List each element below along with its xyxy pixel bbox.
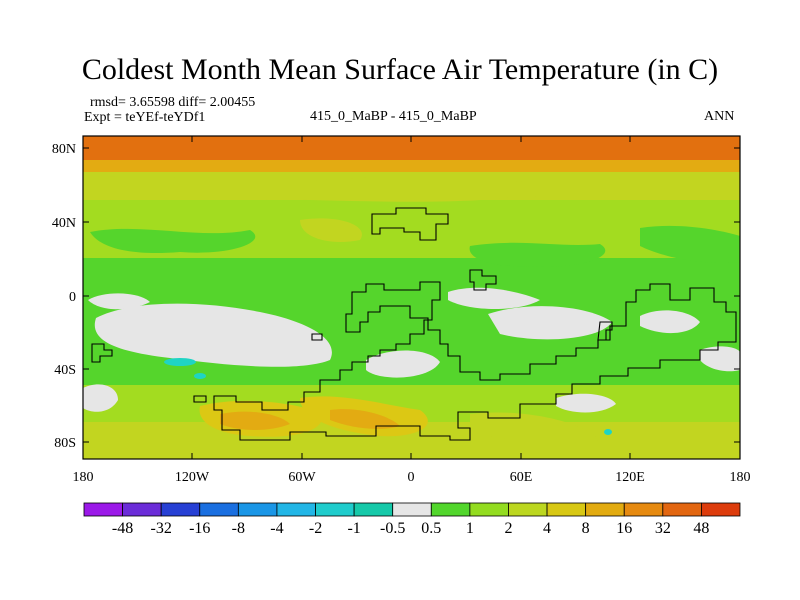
lon-labels: 180 120W 60W 0 60E 120E 180 — [73, 470, 751, 485]
colorbar-box-2 — [160, 502, 201, 517]
colorbar-box-5 — [276, 502, 316, 517]
colorbar-label-6: -1 — [347, 520, 360, 537]
coastline-main-continent — [213, 281, 737, 441]
colorbar-label-10: 2 — [504, 520, 512, 537]
experiment-line: Expt = teYEf-teYDf1 — [84, 110, 206, 125]
coastline-south-strip — [193, 395, 207, 403]
near-zero-atlantic — [448, 287, 540, 309]
coastline-north-continent — [371, 207, 449, 241]
colorbar-box-0 — [83, 502, 123, 517]
colorbar-label-2: -16 — [189, 520, 210, 537]
colorbar-box-16 — [701, 502, 741, 517]
colorbar-label-11: 4 — [543, 520, 551, 537]
colorbar-box-13 — [585, 502, 625, 517]
colorbar-box-6 — [315, 502, 355, 517]
lon-label-180-west: 180 — [73, 470, 94, 485]
colorbar-label-13: 16 — [616, 520, 632, 537]
warm-patch-south-4 — [330, 409, 400, 429]
season-label: ANN — [704, 109, 735, 124]
patch-north-green-2 — [469, 242, 606, 267]
colorbar-box-11 — [508, 502, 548, 517]
near-zero-south-west — [83, 384, 118, 412]
warm-patch-southeast — [470, 412, 600, 443]
coastline-east-fragment — [597, 321, 613, 341]
colorbar-label-9: 1 — [466, 520, 474, 537]
patch-north-yellow — [83, 176, 740, 202]
cyan-patch-2 — [194, 373, 206, 379]
period-label: 415_0_MaBP - 415_0_MaBP — [310, 109, 477, 124]
colorbar-label-14: 32 — [655, 520, 671, 537]
patch-north-green-3 — [640, 225, 740, 263]
near-zero-pacific-2 — [88, 293, 150, 310]
temperature-field — [83, 136, 740, 459]
lat-label-40n: 40N — [52, 216, 76, 231]
lat-tick-marks — [83, 147, 740, 443]
near-zero-west-pacific — [640, 310, 700, 334]
lat-labels: 80N 40N 0 40S 80S — [52, 142, 76, 451]
cyan-patch-1 — [164, 358, 196, 366]
coastlines — [91, 207, 737, 441]
colorbar-box-4 — [237, 502, 278, 517]
colorbar-label-3: -8 — [232, 520, 245, 537]
lon-label-180-east: 180 — [730, 470, 751, 485]
lon-label-60e: 60E — [510, 470, 533, 485]
colorbar-box-15 — [662, 502, 702, 517]
colorbar-label-7: -0.5 — [380, 520, 405, 537]
near-zero-far-east — [700, 346, 740, 372]
colorbar — [83, 502, 741, 517]
band-high-north — [83, 160, 740, 174]
colorbar-box-10 — [469, 502, 509, 517]
lon-label-120e: 120E — [615, 470, 645, 485]
colorbar-box-9 — [430, 502, 471, 517]
colorbar-box-12 — [546, 502, 587, 517]
lon-label-60w: 60W — [288, 470, 316, 485]
colorbar-box-1 — [122, 502, 162, 517]
colorbar-box-7 — [353, 502, 394, 517]
lon-tick-marks — [82, 136, 741, 459]
lon-label-120w: 120W — [175, 470, 210, 485]
lat-label-0: 0 — [69, 290, 76, 305]
colorbar-box-14 — [623, 502, 664, 517]
colorbar-box-3 — [199, 502, 239, 517]
near-zero-pacific — [94, 303, 332, 367]
colorbar-label-0: -48 — [112, 520, 133, 537]
map-title: Coldest Month Mean Surface Air Temperatu… — [81, 53, 719, 86]
stats-line: rmsd= 3.65598 diff= 2.00455 — [90, 95, 256, 110]
colorbar-labels: -48 -32 -16 -8 -4 -2 -1 -0.5 0.5 1 2 4 8 16 32 48 — [112, 520, 709, 537]
lat-label-80s: 80S — [54, 436, 76, 451]
near-zero-indian — [488, 306, 612, 340]
colorbar-box-8 — [392, 502, 432, 517]
colorbar-label-1: -32 — [151, 520, 172, 537]
lon-label-0: 0 — [408, 470, 415, 485]
colorbar-label-12: 8 — [582, 520, 590, 537]
coastline-island-2 — [311, 333, 323, 341]
colorbar-label-8: 0.5 — [421, 520, 441, 537]
colorbar-label-5: -2 — [309, 520, 322, 537]
colorbar-label-4: -4 — [270, 520, 283, 537]
coastline-west-fragment — [91, 343, 113, 363]
near-zero-south-east — [556, 393, 616, 413]
near-zero-south-atlantic — [366, 350, 440, 378]
patch-north-green-1 — [90, 228, 256, 254]
colorbar-label-15: 48 — [693, 520, 709, 537]
patch-north-yellow-2 — [300, 218, 362, 242]
lat-label-40s: 40S — [54, 363, 76, 378]
lat-label-80n: 80N — [52, 142, 76, 157]
cyan-patch-3 — [604, 429, 612, 435]
warm-patch-south-2 — [220, 411, 290, 430]
coastline-small-island — [469, 269, 497, 291]
